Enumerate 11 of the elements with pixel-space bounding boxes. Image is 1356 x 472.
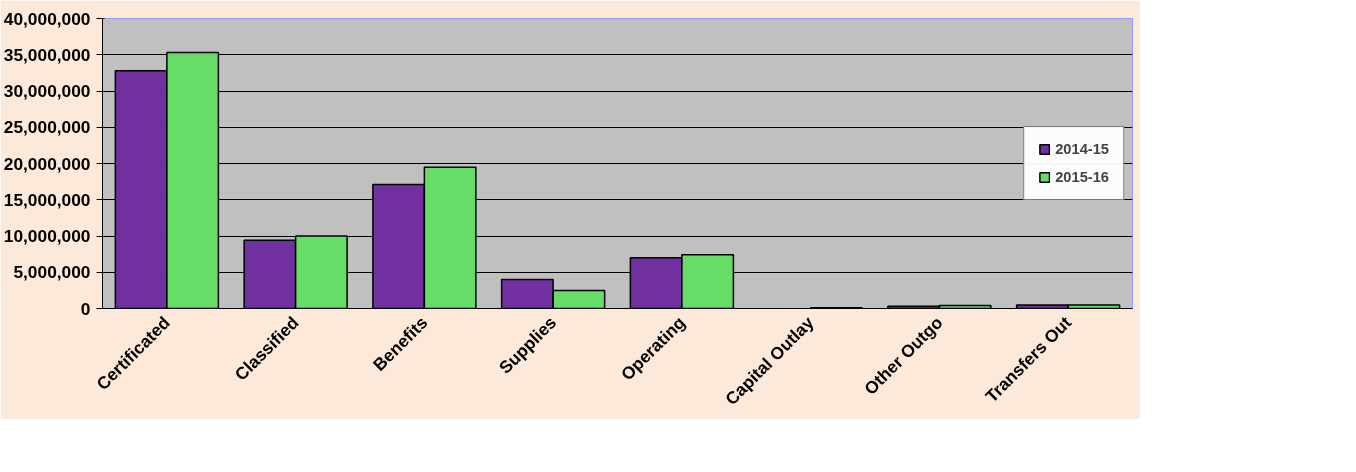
y-tick-label: 15,000,000	[3, 189, 91, 210]
y-tick-label: 25,000,000	[3, 117, 91, 138]
y-tick-label: 30,000,000	[3, 81, 91, 101]
y-tick-label: 20,000,000	[3, 153, 91, 174]
y-tick-label: 5,000,000	[13, 262, 91, 283]
y-tick-label: 10,000,000	[3, 226, 91, 246]
y-tick-label: 40,000,000	[3, 8, 91, 29]
y-tick-label: 35,000,000	[3, 44, 91, 65]
y-tick-label: 0	[80, 298, 91, 319]
legend-label: 2014-15	[1055, 141, 1109, 157]
legend-label: 2015-16	[1055, 169, 1109, 185]
